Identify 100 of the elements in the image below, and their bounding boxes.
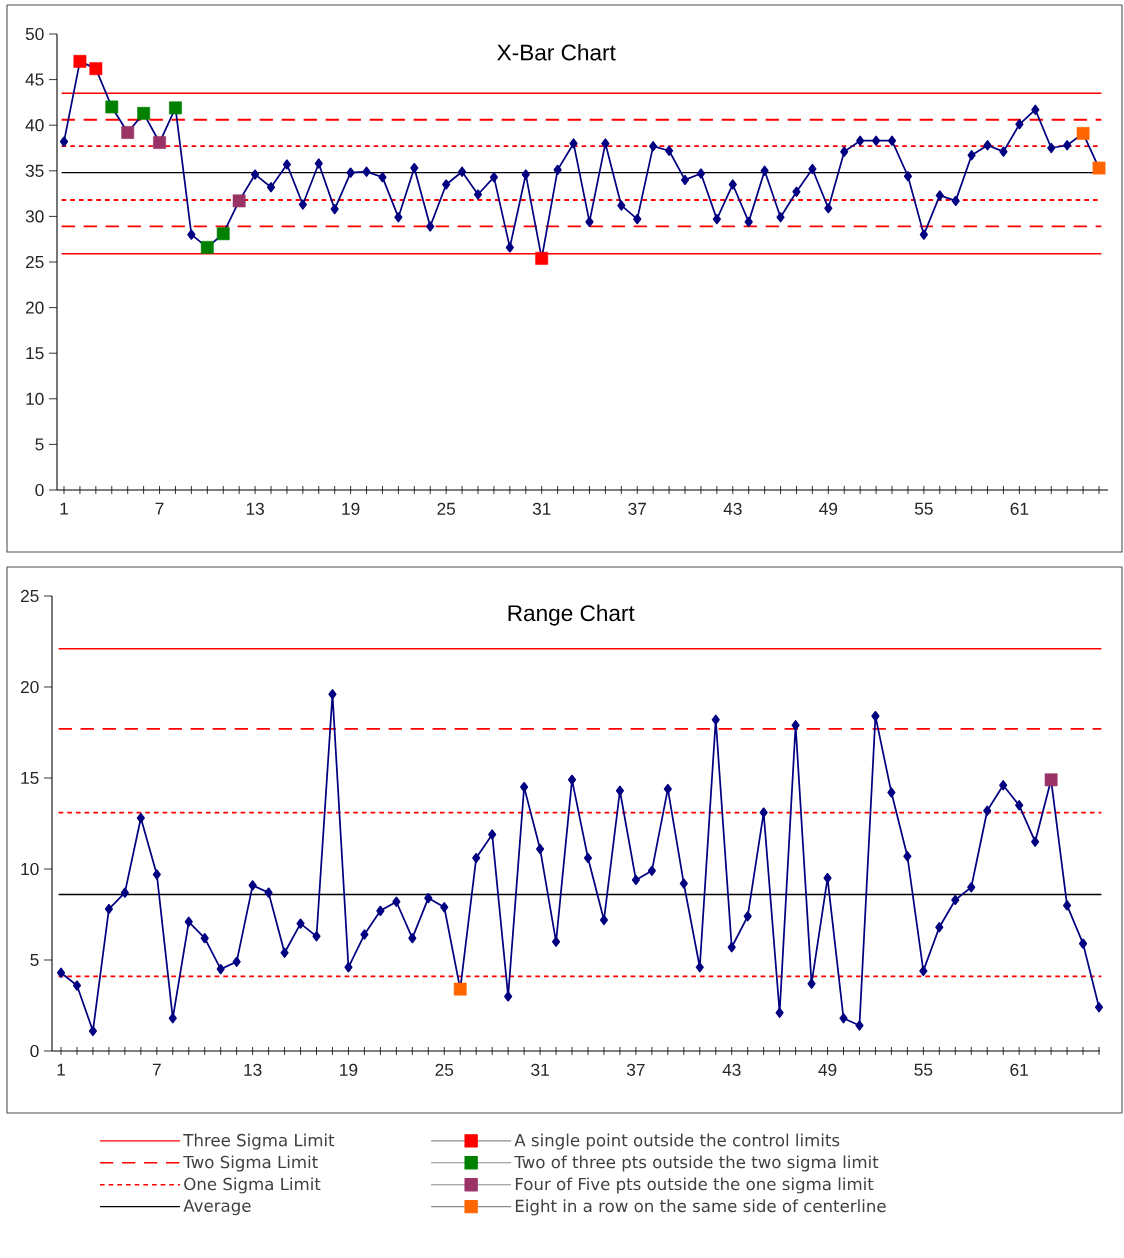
x-tick-label: 1 bbox=[60, 502, 68, 515]
point bbox=[298, 199, 307, 210]
point bbox=[378, 172, 387, 183]
point bbox=[489, 172, 498, 183]
point bbox=[728, 179, 737, 190]
point bbox=[362, 166, 371, 177]
y-tick-label: 25 bbox=[20, 589, 39, 603]
chart-title: Range Chart bbox=[508, 604, 635, 626]
x-tick-label: 55 bbox=[914, 1063, 933, 1076]
point bbox=[696, 168, 706, 179]
y-tick-label: 10 bbox=[21, 862, 39, 876]
point bbox=[266, 182, 276, 193]
point bbox=[887, 135, 897, 146]
legend-label: Four of Five pts outside the one sigma limit bbox=[515, 1177, 874, 1194]
point bbox=[840, 146, 849, 157]
y-tick-label: 45 bbox=[25, 73, 44, 86]
y-tick-label: 5 bbox=[35, 438, 44, 451]
point bbox=[553, 164, 562, 176]
point bbox=[951, 195, 960, 207]
point bbox=[999, 146, 1008, 157]
point bbox=[649, 141, 658, 152]
point bbox=[903, 171, 913, 182]
point bbox=[760, 165, 769, 176]
legend-label: Average bbox=[183, 1199, 251, 1216]
point bbox=[872, 135, 881, 146]
point bbox=[473, 189, 483, 200]
point bbox=[442, 179, 451, 190]
y-tick-label: 20 bbox=[25, 301, 44, 314]
point bbox=[394, 212, 403, 223]
x-tick-label: 25 bbox=[435, 1063, 454, 1076]
point bbox=[1063, 140, 1072, 151]
legend-label: Two Sigma Limit bbox=[183, 1155, 318, 1172]
legend-label: A single point outside the control limits bbox=[514, 1133, 840, 1150]
y-tick-label: 0 bbox=[30, 1044, 39, 1058]
point bbox=[521, 169, 530, 180]
x-tick-label: 1 bbox=[57, 1063, 65, 1076]
point bbox=[665, 145, 674, 156]
point bbox=[617, 200, 626, 211]
y-tick-label: 10 bbox=[26, 392, 44, 405]
point bbox=[919, 229, 928, 240]
x-tick-label: 43 bbox=[723, 502, 742, 515]
point bbox=[983, 140, 992, 151]
legend-label: Two of three pts outside the two sigma limit bbox=[514, 1155, 879, 1172]
point bbox=[967, 150, 976, 161]
point bbox=[1047, 142, 1056, 154]
y-tick-label: 50 bbox=[25, 27, 44, 41]
point bbox=[410, 162, 419, 174]
x-tick-label: 19 bbox=[340, 1063, 358, 1076]
y-tick-label: 25 bbox=[25, 255, 44, 269]
point bbox=[187, 229, 196, 240]
point bbox=[680, 174, 690, 186]
x-tick-label: 19 bbox=[342, 502, 360, 515]
point bbox=[1031, 104, 1040, 115]
point bbox=[712, 214, 721, 225]
point bbox=[585, 216, 594, 228]
chart-title: X-Bar Chart bbox=[497, 43, 616, 61]
y-tick-label: 15 bbox=[26, 347, 44, 360]
y-tick-label: 30 bbox=[25, 210, 44, 223]
point bbox=[251, 169, 260, 180]
point bbox=[808, 163, 817, 175]
legend-label: Three Sigma Limit bbox=[183, 1133, 335, 1150]
y-tick-label: 0 bbox=[35, 483, 44, 497]
x-tick-label: 43 bbox=[722, 1063, 741, 1076]
point bbox=[569, 138, 578, 149]
point bbox=[330, 203, 339, 215]
x-tick-label: 49 bbox=[819, 502, 838, 515]
point bbox=[505, 242, 514, 253]
point bbox=[856, 135, 865, 146]
x-tick-label: 13 bbox=[246, 502, 264, 515]
point bbox=[744, 216, 753, 228]
point bbox=[346, 167, 355, 178]
y-tick-label: 40 bbox=[25, 119, 44, 132]
y-tick-label: 35 bbox=[25, 164, 44, 177]
x-tick-label: 13 bbox=[244, 1063, 262, 1076]
point bbox=[776, 212, 785, 223]
x-tick-label: 7 bbox=[152, 1063, 161, 1076]
point bbox=[458, 166, 467, 177]
point bbox=[935, 190, 944, 201]
point bbox=[824, 203, 833, 214]
x-tick-label: 37 bbox=[628, 502, 646, 515]
y-tick-label: 20 bbox=[20, 680, 39, 694]
x-tick-label: 31 bbox=[531, 1063, 549, 1076]
x-tick-label: 49 bbox=[818, 1063, 837, 1076]
x-tick-label: 55 bbox=[914, 502, 933, 515]
point bbox=[282, 159, 291, 170]
x-tick-label: 37 bbox=[626, 1063, 645, 1076]
x-tick-label: 25 bbox=[437, 502, 456, 515]
point bbox=[1015, 119, 1024, 130]
x-tick-label: 61 bbox=[1010, 1063, 1028, 1076]
x-tick-label: 31 bbox=[532, 502, 551, 515]
x-tick-label: 61 bbox=[1010, 502, 1029, 515]
y-tick-label: 5 bbox=[30, 953, 39, 967]
point bbox=[314, 158, 323, 169]
point bbox=[633, 214, 642, 225]
point bbox=[601, 138, 610, 149]
point bbox=[792, 186, 801, 197]
x-tick-label: 7 bbox=[155, 502, 164, 515]
point bbox=[426, 221, 435, 232]
point bbox=[59, 136, 69, 147]
legend-label: One Sigma Limit bbox=[184, 1177, 321, 1194]
